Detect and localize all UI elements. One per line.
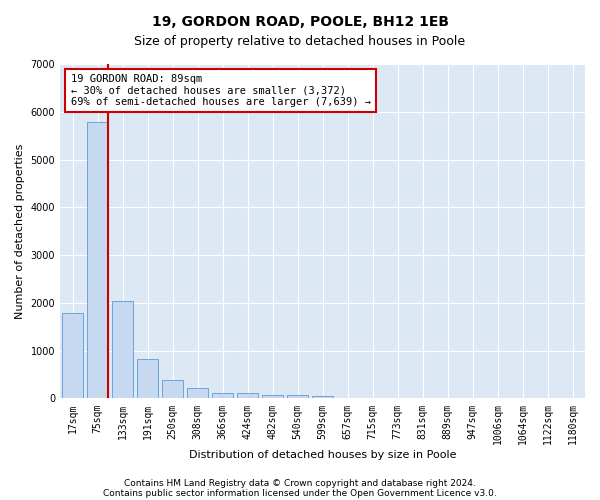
Bar xyxy=(187,388,208,398)
Bar xyxy=(62,314,83,398)
Bar xyxy=(162,380,183,398)
Bar xyxy=(137,360,158,399)
Bar xyxy=(112,300,133,398)
Text: 19 GORDON ROAD: 89sqm
← 30% of detached houses are smaller (3,372)
69% of semi-d: 19 GORDON ROAD: 89sqm ← 30% of detached … xyxy=(71,74,371,107)
X-axis label: Distribution of detached houses by size in Poole: Distribution of detached houses by size … xyxy=(189,450,456,460)
Text: Contains public sector information licensed under the Open Government Licence v3: Contains public sector information licen… xyxy=(103,488,497,498)
Bar xyxy=(87,122,108,398)
Text: Contains HM Land Registry data © Crown copyright and database right 2024.: Contains HM Land Registry data © Crown c… xyxy=(124,478,476,488)
Text: 19, GORDON ROAD, POOLE, BH12 1EB: 19, GORDON ROAD, POOLE, BH12 1EB xyxy=(151,15,449,29)
Bar xyxy=(237,393,258,398)
Bar xyxy=(312,396,333,398)
Bar xyxy=(262,395,283,398)
Text: Size of property relative to detached houses in Poole: Size of property relative to detached ho… xyxy=(134,35,466,48)
Bar xyxy=(212,393,233,398)
Bar xyxy=(287,396,308,398)
Y-axis label: Number of detached properties: Number of detached properties xyxy=(15,144,25,319)
